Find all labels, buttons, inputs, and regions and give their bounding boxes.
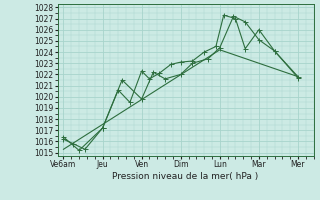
X-axis label: Pression niveau de la mer( hPa ): Pression niveau de la mer( hPa ) bbox=[112, 172, 259, 181]
